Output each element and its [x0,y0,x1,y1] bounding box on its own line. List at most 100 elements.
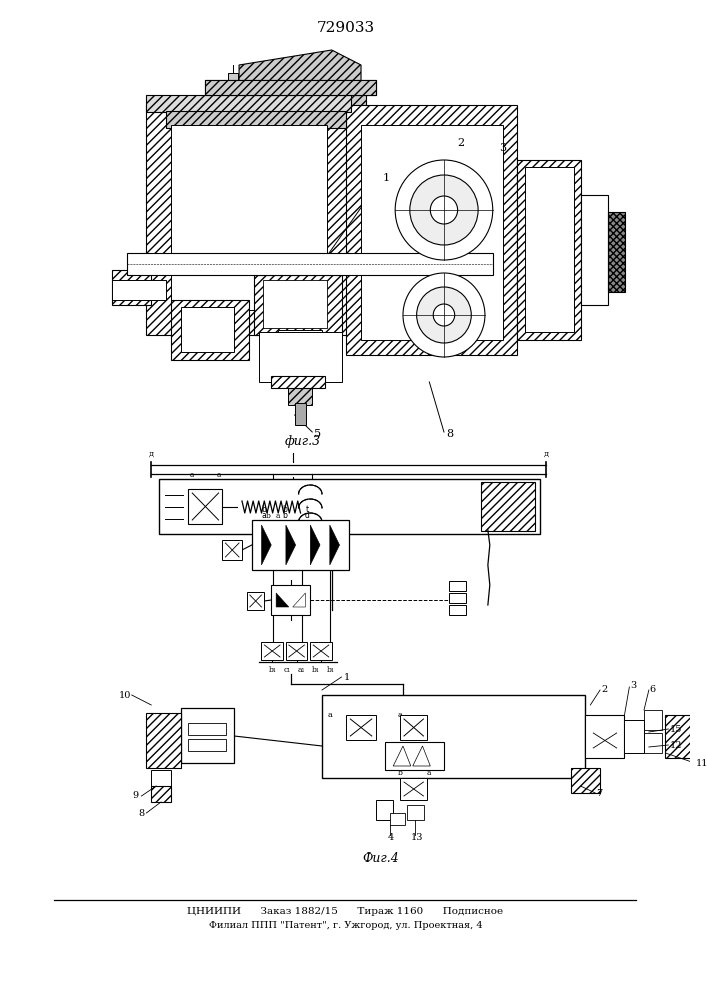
Text: 5: 5 [314,429,321,439]
Text: 2: 2 [457,138,464,148]
Polygon shape [286,525,296,565]
Text: 2: 2 [601,684,607,694]
Bar [346,105,517,355]
Text: Филиал ППП "Патент", г. Ужгород, ул. Проектная, 4: Филиал ППП "Патент", г. Ужгород, ул. Про… [209,922,482,930]
Bar [390,813,405,825]
Bar [264,280,327,328]
Bar [286,642,308,660]
Text: а: а [190,472,194,478]
Circle shape [433,304,455,326]
Polygon shape [310,525,320,565]
Bar [205,80,375,95]
Bar [151,770,171,786]
Bar [188,739,226,751]
Text: 3: 3 [500,143,507,153]
Bar [608,212,626,292]
Bar [400,778,427,800]
Text: d: d [305,511,310,520]
Bar [346,715,375,740]
Text: а: а [216,472,221,478]
Text: фиг.3: фиг.3 [284,436,320,448]
Bar [146,105,351,335]
Bar [517,160,580,340]
Bar [171,125,327,310]
Text: a₁: a₁ [298,666,305,674]
Text: 9: 9 [133,792,139,800]
Text: b: b [283,511,287,520]
Text: b: b [266,532,271,540]
Bar [166,111,346,128]
Text: д: д [148,450,154,458]
Text: а: а [327,711,332,719]
Bar [278,330,322,385]
Bar [180,708,234,763]
Bar [525,167,574,332]
Bar [295,403,306,425]
Circle shape [416,287,472,343]
Polygon shape [393,746,411,766]
Text: 15: 15 [670,724,682,734]
Text: b: b [266,512,271,520]
Text: а: а [261,511,266,520]
Polygon shape [239,50,361,83]
Bar [449,593,467,603]
Bar [288,383,312,405]
Text: b: b [261,505,266,514]
Bar [580,195,608,305]
Text: 4: 4 [387,834,394,842]
Text: 8: 8 [139,808,145,818]
Bar [271,376,325,388]
Bar [644,733,662,753]
Bar [223,540,242,560]
Bar [180,307,234,352]
Bar [151,786,171,802]
Text: 12: 12 [670,740,682,750]
Polygon shape [413,746,431,766]
Text: б - б: б - б [407,243,433,256]
Text: b: b [276,532,281,540]
Text: а: а [427,769,431,777]
Circle shape [431,196,457,224]
Bar [146,713,180,768]
Bar [254,275,341,335]
Text: b: b [397,769,402,777]
Text: 1: 1 [344,672,350,682]
Bar [247,592,264,610]
Bar [624,720,644,753]
Text: 10: 10 [119,690,132,700]
Bar [585,715,624,758]
Bar [188,723,226,735]
Circle shape [403,273,485,357]
Text: 6: 6 [650,684,656,694]
Circle shape [395,160,493,260]
Bar [262,642,283,660]
Bar [215,95,366,110]
Bar [407,805,424,820]
Bar [310,642,332,660]
Bar [385,742,444,770]
Bar [449,605,467,615]
Text: b: b [283,505,287,514]
Text: 7: 7 [596,788,602,798]
Bar [279,73,289,83]
Bar [252,73,262,83]
Bar [571,768,600,793]
Polygon shape [329,525,339,565]
Polygon shape [262,525,271,565]
Bar [146,95,351,112]
Bar [644,710,662,730]
Bar [322,695,585,778]
Polygon shape [276,593,289,607]
Bar [228,73,238,83]
Bar [303,73,312,83]
Bar [188,489,223,524]
Text: t: t [306,505,309,514]
Text: 3: 3 [631,682,636,690]
Bar [400,715,427,740]
Text: 8: 8 [446,429,453,439]
Bar [252,520,349,570]
Bar [449,581,467,591]
Bar [112,270,151,305]
Text: д: д [544,450,549,458]
Text: ЦНИИПИ      Заказ 1882/15      Тираж 1160      Подписное: ЦНИИПИ Заказ 1882/15 Тираж 1160 Подписно… [187,908,503,916]
